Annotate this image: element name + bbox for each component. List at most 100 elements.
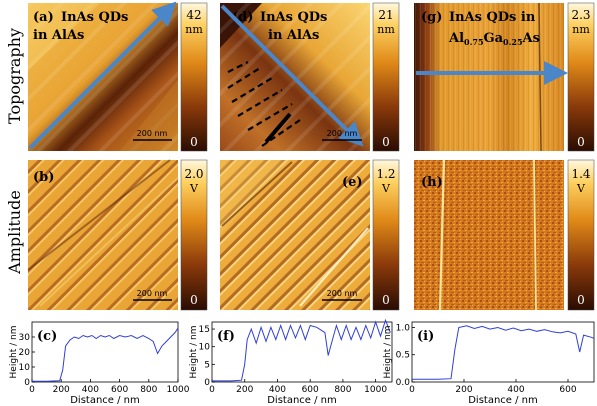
panel-g-sub2: 0.25 — [503, 37, 522, 47]
x-tick-label: 600 — [111, 385, 128, 395]
scan-arrow-a — [28, 1, 177, 150]
y-axis-label: Height / nm — [9, 326, 19, 379]
row-label-amplitude: Amplitude — [5, 190, 24, 275]
x-tick-label: 800 — [140, 385, 157, 395]
panel-g-letter: (g) — [421, 10, 442, 25]
colorbar-a-max: 42 — [186, 8, 201, 22]
panel-d: (d) InAs QDs in AlAs 200 nm — [220, 3, 370, 151]
panel-g-al: Al — [448, 31, 464, 46]
panel-b: (b) 200 nm — [27, 159, 179, 310]
panel-a: (a) InAs QDs in AlAs 200 nm — [28, 1, 178, 151]
colorbar-g-unit: nm — [572, 23, 590, 36]
profile-series-line — [32, 327, 179, 382]
x-tick-label: 600 — [302, 385, 319, 395]
y-tick-label: 0 — [204, 378, 210, 388]
chart-letter: (f) — [217, 329, 235, 344]
scalebar-d-label: 200 nm — [327, 129, 358, 138]
panel-e-letter: (e) — [342, 175, 363, 190]
x-tick-label: 800 — [334, 385, 351, 395]
y-axis-label: Height / nm — [383, 326, 393, 379]
colorbar-g-min: 0 — [577, 135, 585, 149]
colorbar-h-max: 1.4 — [571, 167, 590, 181]
chart-letter: (c) — [37, 329, 57, 344]
colorbar-d: 21 nm 0 — [372, 2, 400, 152]
dashed-lines-d — [227, 61, 301, 147]
x-tick-label: 400 — [269, 385, 286, 395]
colorbar-e-unit: V — [381, 182, 391, 195]
panel-d-title-line1: InAs QDs — [260, 10, 327, 25]
colorbar-d-max: 21 — [378, 8, 393, 22]
colorbar-h-unit: V — [576, 182, 586, 195]
colorbar-b-unit: V — [189, 182, 199, 195]
x-tick-label: 400 — [507, 385, 524, 395]
row-label-topography: Topography — [5, 28, 24, 124]
y-tick-label: 0.5 — [396, 351, 410, 361]
x-tick-label: 600 — [559, 385, 576, 395]
y-tick-label: 20 — [19, 348, 31, 358]
x-tick-label: 1000 — [364, 385, 387, 395]
panel-b-letter: (b) — [33, 170, 54, 185]
x-tick-label: 200 — [236, 385, 253, 395]
colorbar-a: 42 nm 0 — [180, 2, 208, 152]
plot-frame — [411, 321, 595, 383]
panel-g-title-line1: InAs QDs in — [449, 10, 536, 25]
chart-letter: (i) — [417, 329, 434, 344]
panel-g-title-line2: Al0.75Ga0.25As — [448, 31, 540, 47]
panel-g-ga: Ga — [484, 31, 504, 46]
profile-chart-c: 0 200 400 600 800 1000 0 10 20 30 (c) Distance / nm… — [9, 321, 190, 406]
scalebar-e-label: 200 nm — [327, 289, 358, 298]
colorbar-e-max: 1.2 — [376, 167, 395, 181]
panel-a-letter: (a) — [33, 10, 54, 25]
panel-g-as: As — [522, 31, 540, 46]
colorbar-b-max: 2.0 — [184, 167, 203, 181]
x-tick-label: 400 — [82, 385, 99, 395]
panel-h: (h) — [414, 159, 564, 311]
scalebar-b-label: 200 nm — [137, 289, 168, 298]
colorbar-d-min: 0 — [382, 135, 390, 149]
y-tick-label: 10 — [199, 343, 211, 353]
colorbar-h-min: 0 — [577, 293, 585, 307]
profile-series-line — [412, 325, 595, 380]
y-tick-label: 30 — [19, 333, 31, 343]
x-tick-label: 0 — [209, 385, 215, 395]
profile-chart-f: 0 200 400 600 800 1000 0 5 10 15 (f) Distance / nm H… — [189, 318, 393, 406]
y-tick-label: 10 — [19, 363, 31, 373]
panel-a-title-line2: in AlAs — [33, 28, 84, 43]
x-tick-label: 0 — [409, 385, 415, 395]
x-tick-label: 1000 — [167, 385, 190, 395]
panel-e: (e) 200 nm — [220, 160, 370, 310]
y-tick-label: 0 — [24, 378, 30, 388]
y-axis-label: Height / nm — [189, 326, 199, 379]
y-tick-label: 0.0 — [396, 378, 411, 388]
colorbar-a-unit: nm — [185, 23, 203, 36]
y-tick-label: 1.0 — [396, 323, 411, 333]
panel-d-title-line2: in AlAs — [268, 28, 319, 43]
x-tick-label: 200 — [455, 385, 472, 395]
plot-frame — [211, 321, 393, 383]
y-tick-label: 15 — [199, 325, 210, 335]
x-tick-label: 200 — [53, 385, 70, 395]
colorbar-a-min: 0 — [190, 135, 198, 149]
scan-arrow-d — [220, 4, 364, 147]
colorbar-b-min: 0 — [190, 293, 198, 307]
colorbar-g-max: 2.3 — [571, 8, 590, 22]
colorbar-h: 1.4 V 0 — [567, 159, 595, 311]
colorbar-d-unit: nm — [377, 23, 395, 36]
profile-series-line — [212, 318, 391, 382]
profile-chart-i: 0 200 400 600 0.0 0.5 1.0 (i) Distance / nm Heigh… — [383, 321, 595, 406]
panel-a-title-line1: InAs QDs — [61, 10, 128, 25]
panel-g-sub1: 0.75 — [464, 37, 483, 47]
y-tick-label: 5 — [204, 360, 210, 370]
x-axis-label: Distance / nm — [267, 395, 337, 406]
panel-g: (g) InAs QDs in Al0.75Ga0.25As — [414, 2, 568, 152]
x-axis-label: Distance / nm — [70, 395, 140, 406]
profile-line-d — [264, 112, 292, 144]
panel-h-letter: (h) — [421, 175, 443, 190]
x-axis-label: Distance / nm — [468, 395, 538, 406]
colorbar-e: 1.2 V 0 — [372, 159, 400, 311]
colorbar-b: 2.0 V 0 — [180, 159, 208, 311]
x-tick-label: 0 — [29, 385, 35, 395]
scalebar-a-label: 200 nm — [137, 129, 168, 138]
colorbar-e-min: 0 — [382, 293, 390, 307]
